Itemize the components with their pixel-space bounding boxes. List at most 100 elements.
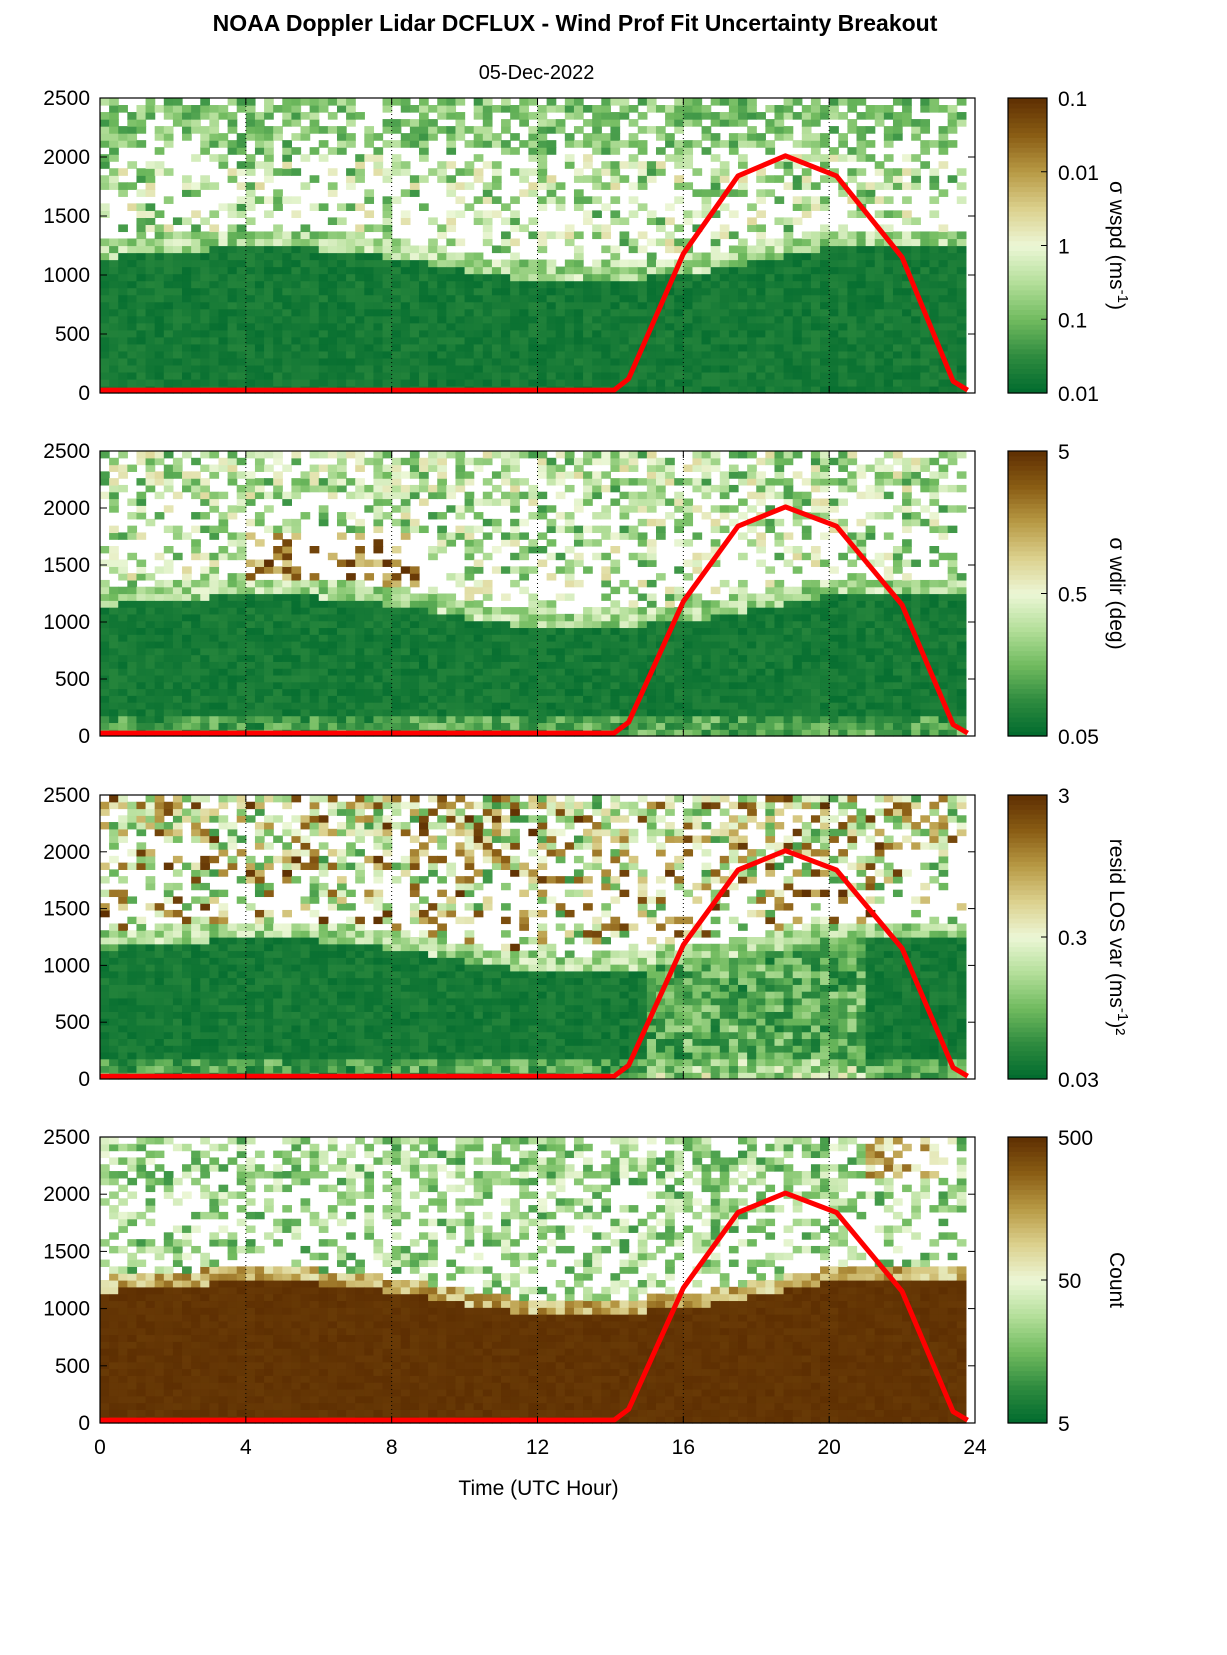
heatmap-cell	[355, 546, 365, 554]
heatmap-cell	[300, 315, 311, 324]
heatmap-cell	[728, 280, 739, 289]
heatmap-cell	[592, 175, 602, 183]
heatmap-cell	[592, 478, 602, 486]
heatmap-cell	[300, 287, 311, 296]
heatmap-cell	[309, 294, 320, 303]
heatmap-cell	[191, 231, 201, 240]
heatmap-cell	[355, 273, 365, 282]
heatmap-cell	[710, 210, 721, 218]
heatmap-cell	[209, 708, 220, 717]
heatmap-cell	[136, 280, 147, 289]
heatmap-cell	[528, 294, 539, 303]
heatmap-cell	[537, 559, 548, 567]
heatmap-cell	[519, 119, 529, 127]
heatmap-cell	[100, 371, 110, 380]
heatmap-cell	[200, 634, 210, 642]
heatmap-cell	[501, 491, 511, 500]
heatmap-cell	[528, 681, 539, 690]
heatmap-cell	[446, 371, 457, 380]
heatmap-cell	[801, 315, 812, 324]
heatmap-cell	[482, 702, 493, 710]
heatmap-cell	[346, 695, 356, 703]
heatmap-cell	[692, 252, 703, 261]
heatmap-cell	[473, 357, 484, 366]
heatmap-cell	[583, 641, 593, 649]
heatmap-cell	[619, 294, 630, 303]
heatmap-cell	[355, 457, 365, 466]
heatmap-cell	[127, 357, 138, 366]
heatmap-cell	[273, 566, 283, 574]
heatmap-cell	[710, 364, 721, 373]
heatmap-cell	[874, 287, 885, 296]
heatmap-cell	[318, 378, 329, 387]
heatmap-cell	[437, 593, 447, 601]
heatmap-cell	[227, 126, 238, 134]
heatmap-cell	[200, 593, 210, 601]
heatmap-cell	[765, 385, 776, 394]
heatmap-cell	[619, 661, 630, 669]
heatmap-cell	[947, 238, 958, 247]
heatmap-cell	[783, 350, 794, 359]
heatmap-cell	[209, 552, 220, 561]
heatmap-cell	[336, 613, 347, 622]
heatmap-cell	[464, 252, 475, 261]
heatmap-cell	[227, 722, 238, 730]
heatmap-cell	[109, 357, 119, 366]
heatmap-cell	[446, 105, 457, 113]
heatmap-cell	[838, 154, 848, 162]
heatmap-cell	[865, 308, 876, 317]
heatmap-cell	[473, 154, 484, 162]
heatmap-cell	[564, 668, 575, 676]
heatmap-cell	[528, 641, 539, 649]
heatmap-cell	[847, 210, 858, 218]
heatmap-cell	[546, 457, 557, 466]
heatmap-cell	[309, 681, 320, 690]
heatmap-cell	[537, 600, 548, 608]
heatmap-cell	[264, 315, 274, 324]
heatmap-cell	[273, 451, 283, 459]
heatmap-cell	[501, 308, 511, 317]
heatmap-cell	[628, 668, 639, 676]
heatmap-cell	[118, 708, 128, 717]
heatmap-cell	[346, 231, 356, 240]
heatmap-cell	[865, 112, 876, 120]
heatmap-cell	[236, 238, 247, 247]
heatmap-cell	[200, 182, 210, 190]
heatmap-cell	[856, 350, 867, 359]
heatmap-cell	[154, 478, 165, 486]
heatmap-cell	[373, 708, 384, 717]
heatmap-cell	[592, 182, 602, 190]
heatmap-cell	[355, 451, 365, 459]
heatmap-cell	[555, 182, 566, 190]
heatmap-cell	[546, 119, 557, 127]
heatmap-cell	[555, 280, 566, 289]
heatmap-cell	[902, 210, 912, 218]
heatmap-cell	[501, 322, 511, 331]
heatmap-cell	[127, 498, 138, 506]
heatmap-cell	[674, 238, 684, 247]
heatmap-cell	[510, 112, 520, 120]
heatmap-cell	[309, 301, 320, 310]
heatmap-cell	[710, 112, 721, 120]
heatmap-cell	[820, 287, 830, 296]
heatmap-cell	[610, 478, 621, 486]
heatmap-cell	[382, 451, 393, 459]
heatmap-cell	[801, 105, 812, 113]
heatmap-cell	[519, 378, 529, 387]
heatmap-cell	[573, 266, 584, 275]
heatmap-cell	[546, 613, 557, 622]
heatmap-cell	[346, 308, 356, 317]
heatmap-cell	[583, 294, 593, 303]
heatmap-cell	[336, 512, 347, 520]
heatmap-cell	[747, 385, 757, 394]
heatmap-cell	[382, 661, 393, 669]
heatmap-cell	[309, 322, 320, 331]
heatmap-cell	[719, 161, 730, 169]
heatmap-cell	[309, 695, 320, 703]
heatmap-cell	[163, 343, 174, 352]
heatmap-cell	[628, 140, 639, 148]
heatmap-cell	[109, 532, 119, 540]
heatmap-cell	[592, 695, 602, 703]
heatmap-cell	[400, 518, 411, 527]
heatmap-cell	[336, 231, 347, 240]
